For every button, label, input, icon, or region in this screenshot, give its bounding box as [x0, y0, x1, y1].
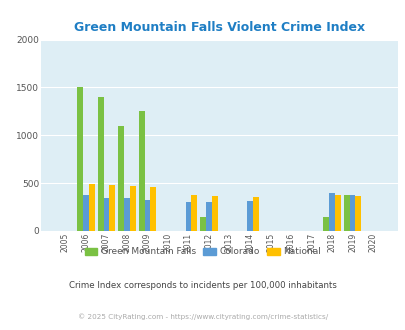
Legend: Green Mountain Falls, Colorado, National: Green Mountain Falls, Colorado, National [81, 244, 324, 260]
Bar [150, 187, 156, 231]
Bar [247, 201, 252, 231]
Bar [191, 195, 196, 231]
Bar [343, 195, 349, 231]
Bar [211, 196, 217, 231]
Bar [98, 97, 103, 231]
Bar [124, 198, 130, 231]
Bar [354, 196, 360, 231]
Bar [89, 184, 94, 231]
Bar [83, 195, 89, 231]
Bar [200, 216, 206, 231]
Bar [130, 186, 135, 231]
Bar [109, 185, 115, 231]
Title: Green Mountain Falls Violent Crime Index: Green Mountain Falls Violent Crime Index [73, 21, 364, 34]
Bar [139, 112, 144, 231]
Bar [252, 197, 258, 231]
Bar [349, 195, 354, 231]
Bar [185, 202, 191, 231]
Bar [323, 216, 328, 231]
Bar [328, 193, 334, 231]
Text: Crime Index corresponds to incidents per 100,000 inhabitants: Crime Index corresponds to incidents per… [69, 281, 336, 290]
Bar [206, 202, 211, 231]
Bar [77, 87, 83, 231]
Text: © 2025 CityRating.com - https://www.cityrating.com/crime-statistics/: © 2025 CityRating.com - https://www.city… [78, 314, 327, 320]
Bar [144, 200, 150, 231]
Bar [334, 195, 340, 231]
Bar [103, 198, 109, 231]
Bar [118, 126, 124, 231]
